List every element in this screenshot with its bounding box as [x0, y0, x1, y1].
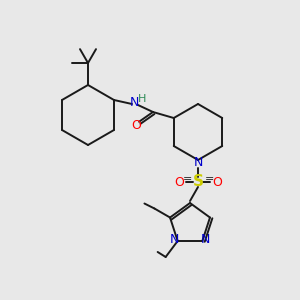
- Text: H: H: [138, 94, 146, 104]
- Text: =: =: [204, 174, 214, 184]
- Text: N: N: [129, 97, 139, 110]
- Text: N: N: [201, 233, 210, 247]
- Text: O: O: [212, 176, 222, 188]
- Text: =: =: [182, 174, 192, 184]
- Text: O: O: [174, 176, 184, 188]
- Text: N: N: [170, 233, 179, 247]
- Text: O: O: [131, 119, 141, 132]
- Text: S: S: [193, 175, 203, 190]
- Text: N: N: [193, 157, 203, 169]
